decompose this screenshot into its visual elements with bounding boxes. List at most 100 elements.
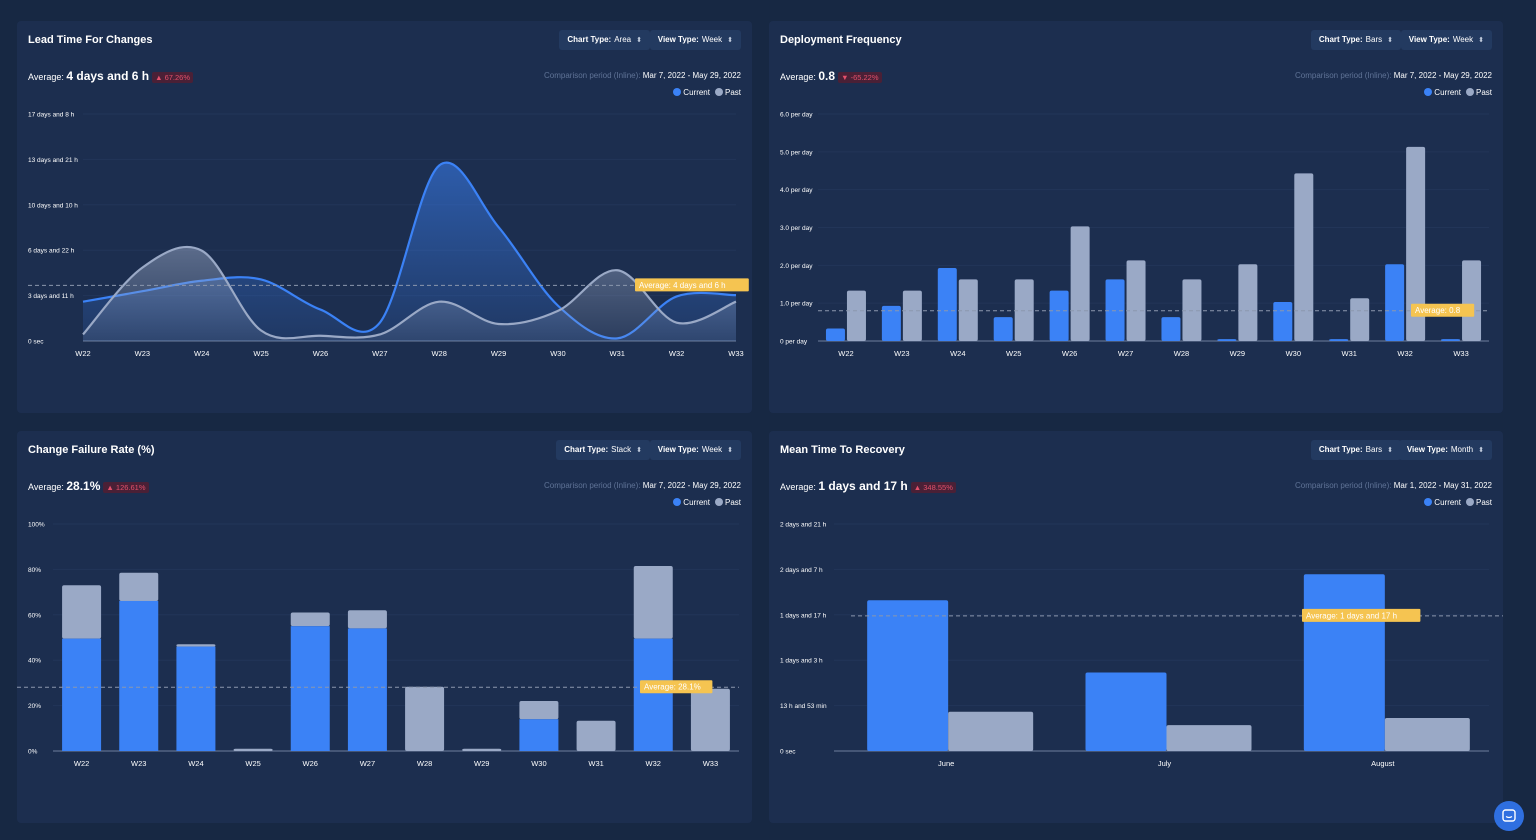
current-bar — [1161, 317, 1181, 341]
y-tick-label: 80% — [28, 567, 41, 574]
view-type-select[interactable]: View Type: Week ⬍ — [649, 440, 741, 460]
x-tick-label: W28 — [431, 349, 446, 358]
view-type-value: Week — [701, 445, 723, 454]
y-tick-label: 2 days and 7 h — [780, 567, 823, 574]
x-tick-label: W22 — [74, 759, 89, 768]
change-failure-rate-panel: Change Failure Rate (%) Chart Type: Stack… — [17, 431, 752, 823]
legend-current[interactable]: Current — [673, 498, 710, 507]
y-tick-label: 2 days and 21 h — [780, 522, 827, 529]
comparison-label: Comparison period (Inline): — [1294, 71, 1392, 80]
panel-title: Mean Time To Recovery — [780, 444, 905, 456]
view-type-value: Week — [1452, 35, 1474, 44]
past-bar — [119, 572, 159, 601]
change-badge: ▲ 126.61% — [103, 482, 149, 494]
y-tick-label: 10 days and 10 h — [28, 202, 78, 209]
chart-type-value: Stack — [611, 445, 632, 454]
y-tick-label: 0 per day — [780, 339, 808, 346]
x-tick-label: W25 — [253, 349, 268, 358]
x-tick-label: W26 — [303, 759, 318, 768]
panel-title: Change Failure Rate (%) — [28, 444, 155, 456]
average-summary: Average: 28.1% ▲ 126.61% — [28, 479, 149, 494]
past-dot-icon — [714, 88, 723, 96]
select-arrows-icon: ⬍ — [1387, 447, 1393, 454]
chart-type-label: Chart Type: — [1318, 445, 1363, 454]
x-tick-label: W27 — [372, 349, 387, 358]
y-tick-label: 6 days and 22 h — [28, 248, 75, 255]
comparison-range: Mar 7, 2022 - May 29, 2022 — [642, 481, 741, 490]
chart-type-select[interactable]: Chart Type: Bars ⬍ — [1310, 440, 1401, 460]
x-tick-label: W32 — [1397, 349, 1412, 358]
average-summary: Average: 0.8 ▼ -65.22% — [780, 69, 882, 84]
current-bar — [1273, 302, 1293, 341]
past-bar — [1166, 725, 1252, 751]
average-summary: Average: 4 days and 6 h ▲ 67.26% — [28, 69, 194, 84]
past-series-area — [83, 246, 736, 341]
past-bar — [1070, 226, 1090, 341]
x-tick-label: W24 — [194, 349, 209, 358]
chat-icon — [1502, 809, 1516, 822]
lead-time-panel: Lead Time For Changes Chart Type: Area ⬍ V… — [17, 21, 752, 413]
current-bar — [1085, 672, 1167, 751]
change-badge: ▲ 67.26% — [152, 72, 194, 84]
legend-past[interactable]: Past — [714, 88, 741, 97]
legend-current[interactable]: Current — [673, 88, 710, 97]
past-bar — [1294, 173, 1314, 341]
y-tick-label: 0 sec — [780, 749, 796, 756]
change-badge: ▲ 348.55% — [910, 482, 956, 494]
comparison-range: Mar 1, 2022 - May 31, 2022 — [1393, 481, 1492, 490]
average-value: 1 days and 17 h — [818, 479, 908, 493]
chat-launcher-button[interactable] — [1494, 801, 1524, 831]
x-tick-label: W31 — [1341, 349, 1356, 358]
x-tick-label: W28 — [1174, 349, 1189, 358]
average-value: 4 days and 6 h — [66, 69, 150, 83]
y-tick-label: 0 sec — [28, 339, 44, 346]
x-tick-label: W22 — [75, 349, 90, 358]
y-tick-label: 20% — [28, 703, 41, 710]
select-arrows-icon: ⬍ — [1478, 37, 1484, 44]
x-tick-label: W33 — [703, 759, 718, 768]
x-tick-label: W31 — [610, 349, 625, 358]
select-arrows-icon: ⬍ — [636, 447, 642, 454]
current-dot-icon — [673, 498, 682, 506]
x-tick-label: W33 — [728, 349, 743, 358]
comparison-period: Comparison period (Inline): Mar 7, 2022 … — [1295, 71, 1492, 80]
deployment-frequency-chart: 0 per day 1.0 per day 2.0 per day 3.0 per d… — [780, 112, 1489, 358]
comparison-period: Comparison period (Inline): Mar 1, 2022 … — [1295, 481, 1492, 490]
current-bar — [1105, 279, 1125, 341]
chart-type-select[interactable]: Chart Type: Bars ⬍ — [1310, 30, 1401, 50]
average-tag-label: Average: 4 days and 6 h — [639, 281, 726, 290]
view-type-select[interactable]: View Type: Month ⬍ — [1398, 440, 1492, 460]
legend-current[interactable]: Current — [1424, 88, 1461, 97]
legend: Current Past — [668, 88, 741, 97]
legend-past[interactable]: Past — [1465, 88, 1492, 97]
legend: Current Past — [1419, 498, 1492, 507]
past-bar — [1182, 279, 1202, 341]
past-bar — [958, 279, 978, 341]
y-tick-label: 17 days and 8 h — [28, 112, 75, 119]
current-dot-icon — [1424, 498, 1433, 506]
select-arrows-icon: ⬍ — [1478, 447, 1484, 454]
chart-type-value: Area — [614, 35, 632, 44]
view-type-select[interactable]: View Type: Week ⬍ — [649, 30, 741, 50]
average-value: 28.1% — [66, 479, 101, 493]
chart-type-label: Chart Type: — [564, 445, 609, 454]
chart-type-select[interactable]: Chart Type: Area ⬍ — [559, 30, 650, 50]
legend-past[interactable]: Past — [714, 498, 741, 507]
average-tag — [640, 680, 713, 694]
select-arrows-icon: ⬍ — [727, 447, 733, 454]
panel-title: Lead Time For Changes — [28, 34, 153, 46]
lead-time-chart: 0 sec 3 days and 11 h 6 days and 22 h 10 da… — [28, 112, 749, 358]
legend-current[interactable]: Current — [1424, 498, 1461, 507]
x-tick-label: W26 — [313, 349, 328, 358]
past-bar — [1238, 264, 1258, 341]
average-value: 0.8 — [818, 69, 836, 83]
legend-past[interactable]: Past — [1465, 498, 1492, 507]
x-tick-label: W30 — [1286, 349, 1301, 358]
select-arrows-icon: ⬍ — [727, 37, 733, 44]
chart-type-select[interactable]: Chart Type: Stack ⬍ — [556, 440, 650, 460]
x-tick-label: W30 — [550, 349, 565, 358]
past-bar — [405, 686, 445, 751]
view-type-select[interactable]: View Type: Week ⬍ — [1400, 30, 1492, 50]
y-tick-label: 0% — [28, 749, 38, 756]
current-bar — [633, 638, 673, 751]
